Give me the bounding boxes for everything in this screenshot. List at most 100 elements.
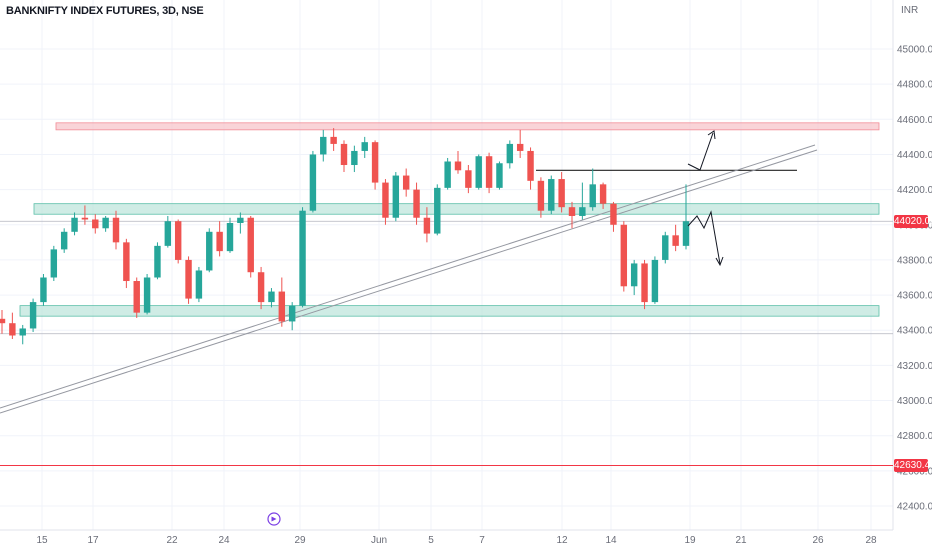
candle[interactable] (382, 179, 389, 225)
candle[interactable] (9, 312, 16, 340)
candle[interactable] (402, 168, 410, 197)
support-zone (19, 305, 880, 317)
candle[interactable] (527, 147, 534, 190)
y-tick-label: 44600.00 (897, 115, 932, 126)
candle[interactable] (247, 215, 254, 278)
candle[interactable] (351, 145, 358, 173)
candle-body (9, 323, 16, 336)
candle[interactable] (475, 154, 482, 190)
candle[interactable] (682, 184, 690, 250)
candle-body (288, 305, 296, 322)
candle-body (133, 281, 140, 313)
candle[interactable] (216, 221, 223, 257)
candle-series[interactable] (0, 128, 690, 345)
candle[interactable] (630, 259, 638, 296)
event-marker[interactable] (267, 512, 281, 526)
candle[interactable] (195, 266, 203, 303)
x-tick-label: 21 (735, 535, 747, 546)
candle[interactable] (371, 140, 379, 190)
candle[interactable] (81, 205, 89, 225)
candle[interactable] (299, 207, 306, 308)
candle[interactable] (71, 212, 78, 236)
candle[interactable] (320, 129, 327, 162)
candle-body (434, 187, 441, 234)
candle-body (506, 143, 514, 164)
candle-body (71, 217, 78, 232)
candle[interactable] (579, 182, 586, 220)
candle[interactable] (434, 184, 441, 236)
candle[interactable] (641, 259, 648, 310)
candle[interactable] (599, 182, 607, 209)
candle[interactable] (164, 215, 172, 248)
candle[interactable] (185, 256, 192, 304)
symbol-title[interactable]: BANKNIFTY INDEX FUTURES, 3D, NSE (6, 5, 204, 17)
y-tick-label: 43400.00 (897, 326, 932, 337)
candle[interactable] (506, 140, 514, 169)
candle-body (589, 184, 596, 208)
candle[interactable] (309, 150, 317, 213)
candle[interactable] (610, 201, 617, 232)
candle[interactable] (548, 175, 555, 215)
candle[interactable] (237, 212, 244, 234)
candle[interactable] (257, 266, 265, 310)
candle[interactable] (496, 161, 503, 190)
candle[interactable] (465, 165, 472, 194)
price-axis[interactable]: 42400.0042600.0042800.0043000.0043200.00… (897, 45, 932, 513)
candle[interactable] (226, 217, 234, 253)
candle[interactable] (444, 157, 451, 190)
y-tick-label: 44400.00 (897, 150, 932, 161)
candle[interactable] (102, 215, 109, 232)
candle[interactable] (485, 152, 493, 194)
candle[interactable] (423, 207, 431, 243)
candle[interactable] (288, 302, 296, 331)
candle[interactable] (537, 177, 545, 218)
candle[interactable] (112, 210, 120, 250)
candle[interactable] (662, 231, 669, 264)
candle[interactable] (154, 242, 161, 280)
candle[interactable] (0, 310, 6, 334)
candle[interactable] (143, 273, 151, 315)
candle[interactable] (340, 140, 348, 173)
candle[interactable] (392, 172, 400, 222)
candle[interactable] (19, 324, 26, 345)
chart-grid (0, 0, 894, 531)
resistance-zone (55, 122, 880, 131)
candle[interactable] (29, 298, 37, 332)
candle[interactable] (330, 128, 337, 151)
candle-body (516, 143, 524, 151)
candle[interactable] (361, 136, 368, 158)
candle[interactable] (133, 277, 140, 318)
candle[interactable] (589, 168, 596, 211)
candle[interactable] (278, 277, 286, 327)
candle-body (278, 291, 286, 322)
candle-body (123, 242, 130, 282)
candle[interactable] (40, 273, 47, 306)
x-tick-label: 14 (605, 535, 617, 546)
candle-body (174, 221, 182, 260)
candle-body (299, 210, 306, 306)
candle[interactable] (60, 228, 68, 253)
candle[interactable] (516, 129, 524, 158)
candle[interactable] (620, 221, 628, 292)
time-axis[interactable]: 15 17 22 24 29 Jun 5 7 12 14 19 21 26 28 (36, 535, 877, 546)
candle-body (610, 203, 617, 225)
play-arrow-icon (271, 516, 277, 522)
candle[interactable] (50, 245, 58, 282)
candle[interactable] (454, 150, 462, 174)
projection-arrows (687, 130, 724, 267)
candle[interactable] (413, 182, 420, 225)
candle[interactable] (558, 172, 565, 213)
candle[interactable] (206, 228, 213, 273)
candle-body (330, 136, 337, 144)
candle-body (257, 272, 265, 303)
candle[interactable] (651, 256, 659, 304)
candle[interactable] (268, 288, 275, 308)
candle[interactable] (123, 238, 130, 289)
candle[interactable] (672, 224, 679, 252)
x-tick-label: 17 (87, 535, 99, 546)
x-tick-label: 24 (218, 535, 230, 546)
candle[interactable] (92, 214, 99, 234)
candle[interactable] (568, 201, 576, 229)
candle[interactable] (174, 219, 182, 264)
